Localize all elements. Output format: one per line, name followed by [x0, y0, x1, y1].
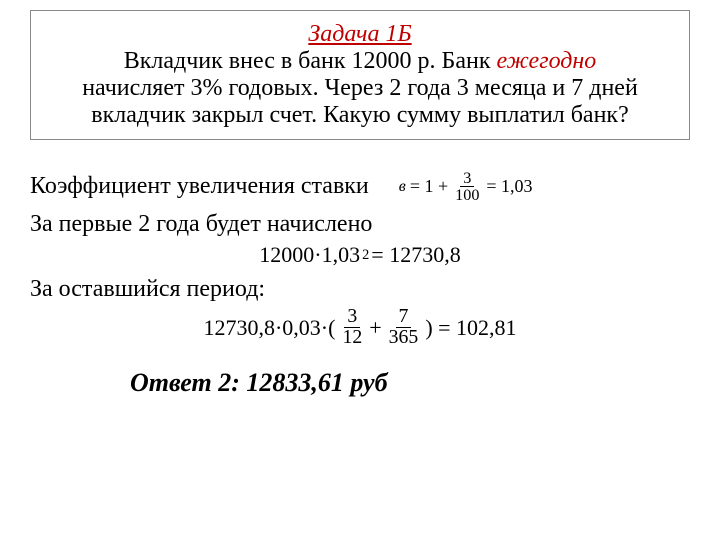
two-years-label: За первые 2 года будет начислено — [30, 211, 690, 238]
eq-remaining: 12730,8·0,03·( 3 12 + 7 365 ) = 102,81 — [30, 307, 690, 348]
eq2-f2-den: 365 — [386, 328, 422, 348]
problem-line-2: начисляет 3% годовых. Через 2 года 3 мес… — [49, 75, 671, 102]
coeff-label: Коэффициент увеличения ставки — [30, 173, 369, 200]
eq2-f2-num: 7 — [396, 307, 412, 328]
eq1-b: = 12730,8 — [371, 242, 460, 268]
coeff-eq-prefix: = 1 + — [410, 176, 448, 197]
eq2-frac2: 7 365 — [386, 307, 422, 348]
eq1-inline: 12000·1,032 = 12730,8 — [257, 242, 462, 268]
eq2-f1-num: 3 — [344, 307, 360, 328]
eq1-sup: 2 — [362, 247, 369, 264]
problem-box: Задача 1Б Вкладчик внес в банк 12000 р. … — [30, 10, 690, 140]
eq2-inline: 12730,8·0,03·( 3 12 + 7 365 ) = 102,81 — [201, 307, 518, 348]
eq2-post: ) = 102,81 — [425, 315, 516, 341]
problem-line-1: Вкладчик внес в банк 12000 р. Банк ежего… — [49, 48, 671, 75]
remaining-label: За оставшийся период: — [30, 276, 690, 303]
eq1-a: 12000·1,03 — [259, 242, 360, 268]
answer-line: Ответ 2: 12833,61 руб — [130, 368, 690, 398]
coeff-frac: 3 100 — [452, 170, 482, 203]
eq2-pre: 12730,8·0,03·( — [203, 315, 335, 341]
eq2-plus: + — [369, 315, 381, 341]
coeff-formula: в = 1 + 3 100 = 1,03 — [397, 170, 535, 203]
problem-line-1-red: ежегодно — [496, 48, 596, 74]
problem-line-1a: Вкладчик внес в банк 12000 р. Банк — [124, 48, 497, 74]
coeff-eq-suffix: = 1,03 — [486, 176, 532, 197]
problem-title: Задача 1Б — [49, 21, 671, 48]
eq2-f1-den: 12 — [339, 328, 365, 348]
coeff-var: в — [399, 177, 406, 196]
eq2-frac1: 3 12 — [339, 307, 365, 348]
problem-line-3: вкладчик закрыл счет. Какую сумму выплат… — [49, 102, 671, 129]
page: Задача 1Б Вкладчик внес в банк 12000 р. … — [0, 0, 720, 398]
coeff-row: Коэффициент увеличения ставки в = 1 + 3 … — [30, 170, 690, 203]
coeff-frac-num: 3 — [460, 170, 474, 187]
eq-two-years: 12000·1,032 = 12730,8 — [30, 242, 690, 268]
coeff-frac-den: 100 — [452, 187, 482, 203]
